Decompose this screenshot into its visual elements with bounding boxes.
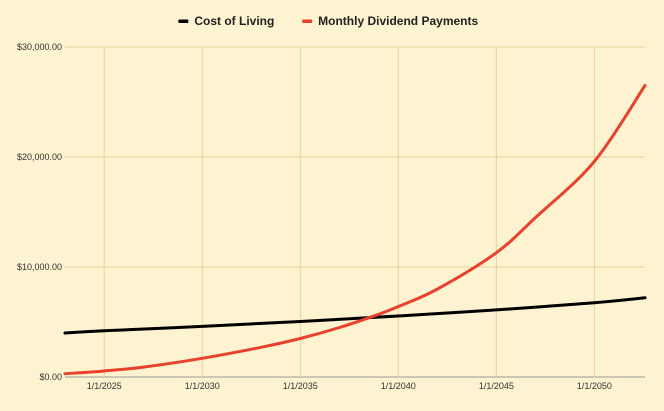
legend-label-monthly-dividend-payments: Monthly Dividend Payments [318,14,478,28]
x-tick-label: 1/1/2025 [87,381,122,391]
legend-swatch-monthly-dividend-payments [302,19,313,23]
x-tick-label: 1/1/2035 [283,381,318,391]
y-tick-label: $30,000.00 [17,42,62,52]
x-tick-label: 1/1/2040 [381,381,416,391]
legend-swatch-cost-of-living [178,19,189,23]
x-tick-label: 1/1/2045 [479,381,514,391]
series-lines [63,84,647,376]
grid-lines [65,46,645,378]
y-tick-label: $0.00 [39,372,62,382]
series-line-monthly-dividend-payments [63,84,647,376]
series-line-cost-of-living [63,296,647,335]
legend-label-cost-of-living: Cost of Living [194,14,274,28]
x-tick-label: 1/1/2030 [185,381,220,391]
x-tick-label: 1/1/2050 [577,381,612,391]
legend: Cost of Living Monthly Dividend Payments [178,14,479,28]
y-tick-label: $10,000.00 [17,262,62,272]
y-tick-label: $20,000.00 [17,152,62,162]
y-axis-tick-labels: $0.00 $10,000.00 $20,000.00 $30,000.00 [17,42,62,382]
x-axis-tick-labels: 1/1/2025 1/1/2030 1/1/2035 1/1/2040 1/1/2045… [87,381,612,391]
